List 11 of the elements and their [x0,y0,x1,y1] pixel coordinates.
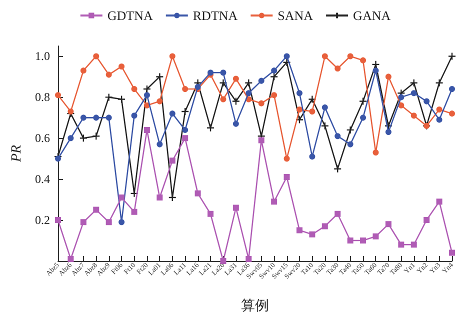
legend-label: RDTNA [192,8,238,23]
legend-label: GANA [353,8,392,23]
y-tick-label: 0.4 [35,172,50,186]
y-tick-label: 0.8 [35,90,50,104]
y-axis-title: PR [10,144,24,164]
y-tick-label: 1.0 [35,49,50,64]
y-tick-label: 0.2 [35,213,50,228]
y-tick-label: 0.6 [35,131,50,146]
legend-label: SANA [278,8,314,23]
x-axis-title: 算例 [241,298,269,314]
legend-label: GDTNA [107,8,154,23]
